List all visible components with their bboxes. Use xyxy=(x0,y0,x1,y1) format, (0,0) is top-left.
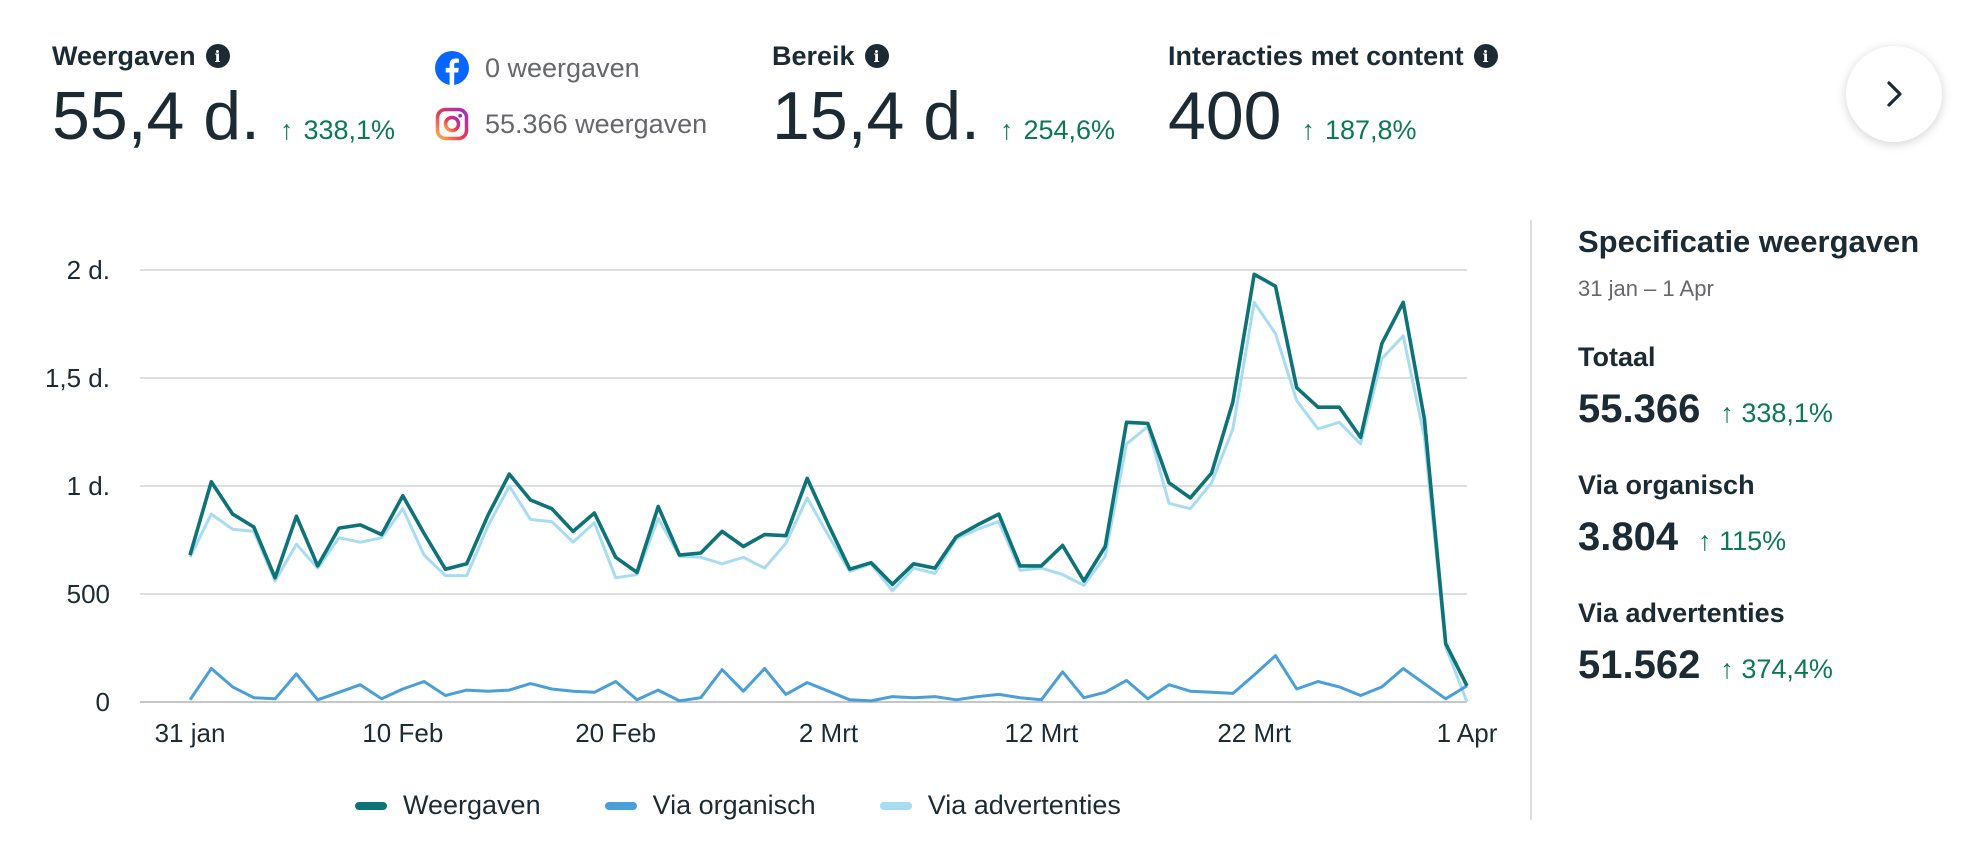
spec-date-range: 31 jan – 1 Apr xyxy=(1578,276,1714,301)
y-tick-label: 0 xyxy=(96,687,110,717)
legend-swatch xyxy=(604,801,637,810)
spec-label: Via advertenties xyxy=(1578,598,1785,628)
metric-label: Interacties met content xyxy=(1168,40,1464,71)
legend-item-organisch[interactable]: Via organisch xyxy=(604,790,816,821)
metric-change-value: 254,6% xyxy=(1023,115,1116,145)
arrow-up-icon: ↑ xyxy=(279,115,294,145)
platform-text: 55.366 weergaven xyxy=(485,108,708,139)
metric-change-value: 338,1% xyxy=(303,115,396,145)
metric-change: ↑ 254,6% xyxy=(1000,115,1115,146)
chart-legend: Weergaven Via organisch Via advertenties xyxy=(355,790,1185,821)
x-tick-label: 2 Mrt xyxy=(799,718,859,748)
spec-label: Totaal xyxy=(1578,342,1656,372)
series-line-weergaven[interactable] xyxy=(188,272,1469,687)
spec-change-value: 374,4% xyxy=(1741,654,1833,684)
instagram-icon xyxy=(435,107,469,141)
legend-item-advertenties[interactable]: Via advertenties xyxy=(879,790,1121,821)
metric-change-value: 187,8% xyxy=(1324,115,1417,145)
y-tick-label: 2 d. xyxy=(67,255,110,285)
info-icon[interactable]: i xyxy=(864,44,889,68)
platform-text: 0 weergaven xyxy=(485,52,640,83)
arrow-up-icon: ↑ xyxy=(999,115,1014,145)
y-tick-label: 1,5 d. xyxy=(45,363,110,393)
platform-row-instagram: 55.366 weergaven xyxy=(435,104,707,144)
line-chart: 0 500 1 d. 1,5 d. 2 d. 31 jan 10 Feb 20 Feb 2 Mr… xyxy=(0,215,1520,842)
series-line-advertenties[interactable] xyxy=(188,300,1469,703)
legend-label: Via organisch xyxy=(652,790,816,820)
arrow-up-icon: ↑ xyxy=(1720,654,1742,684)
platform-breakdown: 0 weergaven 55.366 weergaven xyxy=(435,48,707,160)
metric-change: ↑ 338,1% xyxy=(280,115,395,146)
metric-interacties: Interacties met content i 400 ↑ 187,8% xyxy=(1168,38,1498,150)
info-icon[interactable]: i xyxy=(205,44,230,68)
x-tick-label: 22 Mrt xyxy=(1217,718,1291,748)
metric-change: ↑ 187,8% xyxy=(1301,115,1416,146)
chart-svg: 0 500 1 d. 1,5 d. 2 d. 31 jan 10 Feb 20 Feb 2 Mr… xyxy=(45,255,1498,748)
legend-label: Weergaven xyxy=(403,790,541,820)
arrow-up-icon: ↑ xyxy=(1720,398,1742,428)
spec-change: ↑ 374,4% xyxy=(1720,654,1833,685)
series-line-organisch[interactable] xyxy=(188,654,1468,703)
legend-swatch xyxy=(879,801,912,810)
spec-change: ↑ 115% xyxy=(1698,526,1786,557)
legend-item-weergaven[interactable]: Weergaven xyxy=(355,790,541,821)
legend-label: Via advertenties xyxy=(927,790,1121,820)
spec-value: 3.804 xyxy=(1578,515,1679,559)
spec-item-advertenties: Via advertenties 51.562 ↑ 374,4% xyxy=(1578,598,1968,688)
metric-value: 400 xyxy=(1168,78,1282,154)
metric-value: 15,4 d. xyxy=(772,78,980,154)
spec-change-value: 338,1% xyxy=(1741,398,1833,428)
spec-item-organisch: Via organisch 3.804 ↑ 115% xyxy=(1578,470,1968,560)
x-tick-label: 31 jan xyxy=(155,718,226,748)
spec-item-totaal: Totaal 55.366 ↑ 338,1% xyxy=(1578,342,1968,432)
spec-change: ↑ 338,1% xyxy=(1720,398,1833,429)
metric-value: 55,4 d. xyxy=(52,78,260,154)
spec-label: Via organisch xyxy=(1578,470,1755,500)
arrow-up-icon: ↑ xyxy=(1698,526,1720,556)
panel-divider xyxy=(1530,220,1532,820)
next-button[interactable] xyxy=(1846,46,1942,142)
y-tick-label: 1 d. xyxy=(67,471,110,501)
x-tick-label: 12 Mrt xyxy=(1004,718,1078,748)
x-tick-label: 1 Apr xyxy=(1437,718,1498,748)
legend-swatch xyxy=(355,801,387,810)
x-tick-label: 20 Feb xyxy=(575,718,656,748)
metric-label: Bereik xyxy=(772,40,855,71)
metric-label: Weergaven xyxy=(52,40,196,71)
spec-panel: Specificatie weergaven 31 jan – 1 Apr To… xyxy=(1578,224,1968,688)
platform-row-facebook: 0 weergaven xyxy=(435,48,707,88)
x-tick-label: 10 Feb xyxy=(362,718,443,748)
spec-value: 51.562 xyxy=(1578,643,1701,687)
info-icon[interactable]: i xyxy=(1473,44,1498,68)
metric-bereik: Bereik i 15,4 d. ↑ 254,6% xyxy=(772,38,1115,154)
spec-value: 55.366 xyxy=(1578,387,1701,431)
spec-change-value: 115% xyxy=(1719,526,1787,556)
spec-title: Specificatie weergaven xyxy=(1578,224,1920,259)
facebook-icon xyxy=(435,51,469,85)
chevron-right-icon xyxy=(1887,81,1902,107)
arrow-up-icon: ↑ xyxy=(1301,115,1315,145)
metric-weergaven: Weergaven i 55,4 d. ↑ 338,1% xyxy=(52,38,395,154)
y-tick-label: 500 xyxy=(67,579,110,609)
